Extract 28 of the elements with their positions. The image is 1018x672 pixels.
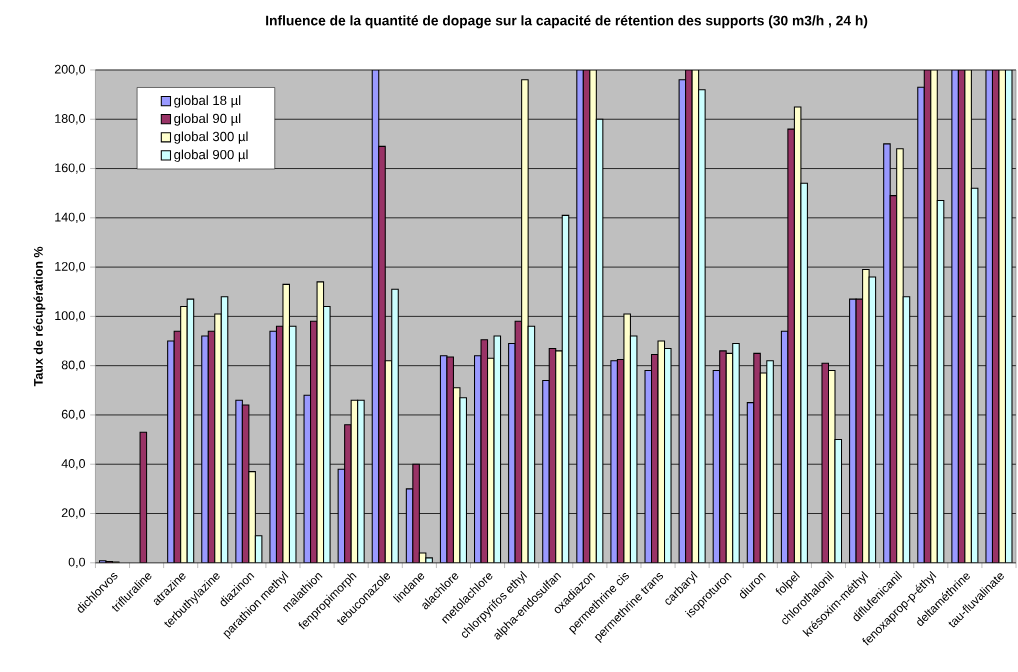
y-tick-label: 100,0 bbox=[55, 311, 86, 322]
y-axis-title: Taux de récupération % bbox=[33, 246, 46, 387]
y-tick-label: 120,0 bbox=[55, 261, 86, 273]
y-tick-label: 0,0 bbox=[68, 557, 86, 568]
bar bbox=[719, 350, 727, 563]
y-tick-label: 60,0 bbox=[61, 409, 86, 421]
legend-label: global 300 µl bbox=[174, 131, 248, 144]
chart-title: Influence de la quantité de dopage sur la capacité de rétention des supports (30 m3/h , 24 h) bbox=[266, 15, 868, 29]
legend-label: global 18 µl bbox=[174, 95, 241, 108]
y-tick-label: 200,0 bbox=[54, 64, 86, 76]
legend-label: global 900 µl bbox=[174, 149, 248, 162]
bar bbox=[753, 352, 761, 563]
y-tick-label: 180,0 bbox=[55, 114, 86, 125]
y-tick-label: 20,0 bbox=[61, 508, 86, 519]
bar bbox=[555, 350, 563, 563]
bar bbox=[589, 69, 597, 563]
legend-label: global 90 µl bbox=[174, 113, 241, 126]
y-tick-label: 160,0 bbox=[55, 163, 86, 174]
bar bbox=[344, 424, 352, 563]
bar bbox=[180, 305, 188, 563]
bar bbox=[214, 313, 222, 563]
bar bbox=[378, 145, 386, 563]
bar bbox=[930, 69, 938, 563]
y-tick-label: 80,0 bbox=[61, 360, 86, 371]
y-tick-label: 140,0 bbox=[55, 212, 86, 223]
bar bbox=[412, 463, 420, 563]
bar bbox=[896, 148, 904, 563]
y-tick-label: 40,0 bbox=[61, 458, 86, 470]
